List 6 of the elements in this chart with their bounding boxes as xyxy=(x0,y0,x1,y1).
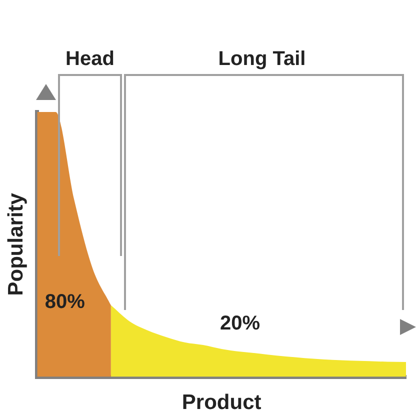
annotation: 20% xyxy=(220,312,260,334)
annotation: 80% xyxy=(44,291,86,314)
text: Long Tail xyxy=(218,48,306,71)
y-axis-title: Popularity xyxy=(4,192,28,296)
x-axis-title: Product xyxy=(182,391,262,414)
text: Head xyxy=(66,48,114,71)
